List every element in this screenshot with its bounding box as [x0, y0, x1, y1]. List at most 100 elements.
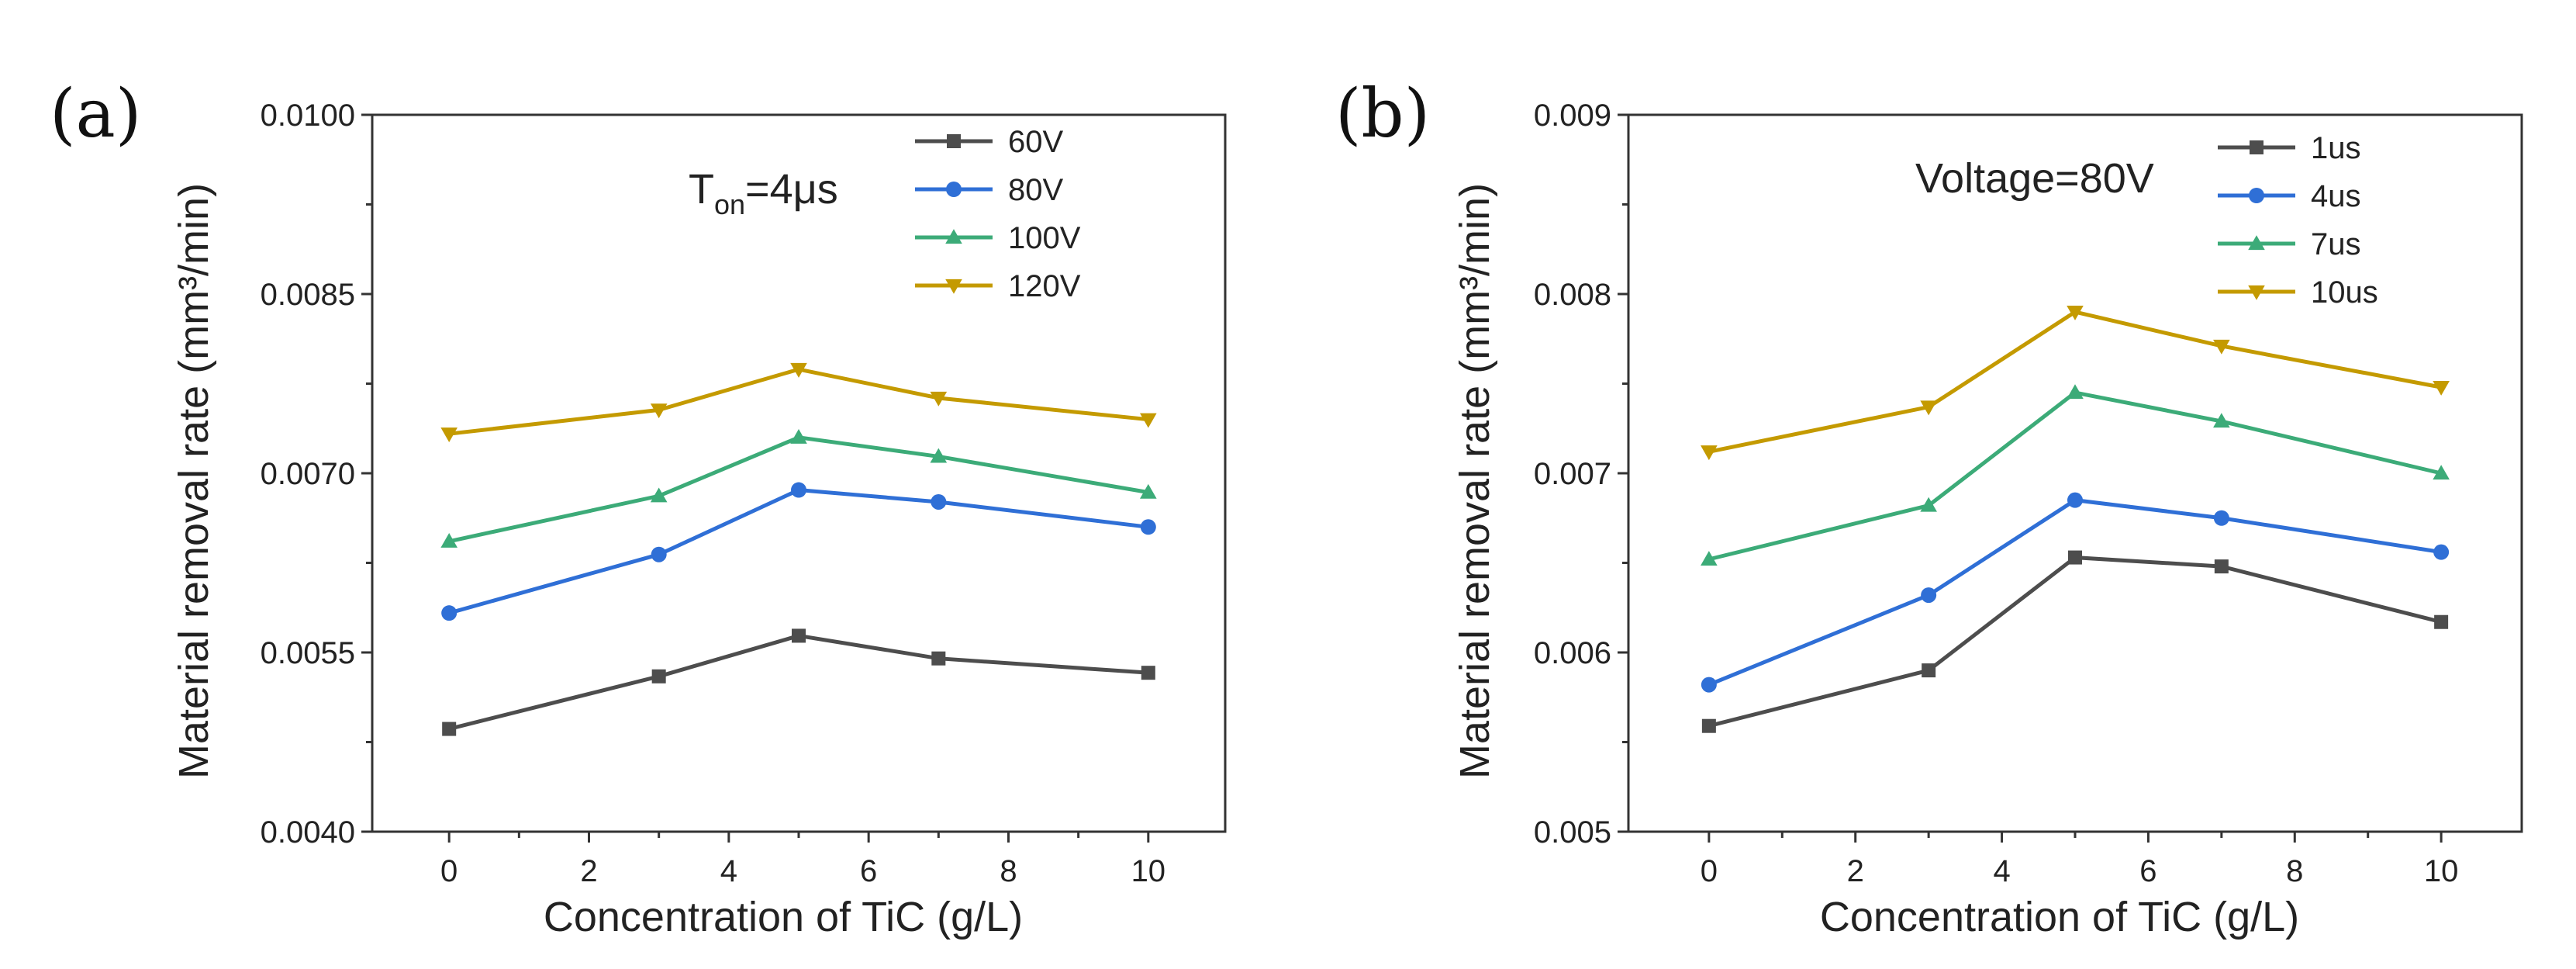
- y-tick-label: 0.006: [1534, 636, 1611, 670]
- data-point: [1140, 413, 1157, 428]
- x-axis-title: Concentration of TiC (g/L): [1820, 894, 2299, 940]
- data-point: [1701, 718, 1716, 733]
- data-point: [930, 448, 948, 463]
- legend-marker: [2248, 235, 2265, 251]
- legend-marker: [2250, 140, 2263, 154]
- legend-item: 4us: [2218, 179, 2361, 213]
- series-7us: [1701, 384, 2450, 566]
- data-point: [2433, 465, 2450, 480]
- y-tick-label: 0.0055: [261, 636, 355, 670]
- x-tick-label: 2: [580, 854, 597, 888]
- legend-item: 60V: [915, 125, 1063, 159]
- x-axis-title: Concentration of TiC (g/L): [544, 894, 1023, 940]
- data-point: [791, 482, 806, 498]
- series-4us: [1701, 492, 2450, 693]
- y-tick-label: 0.0085: [261, 278, 355, 312]
- data-point: [2067, 384, 2084, 400]
- legend-label: 7us: [2311, 227, 2361, 261]
- data-point: [650, 487, 668, 503]
- data-point: [650, 403, 668, 419]
- x-tick-label: 8: [2286, 854, 2303, 888]
- series-80V: [441, 482, 1156, 621]
- y-axis-title: Material removal rate (mm³/min): [171, 183, 217, 779]
- series-60V: [442, 628, 1155, 736]
- legend-label: 1us: [2311, 131, 2361, 165]
- x-tick-label: 6: [2139, 854, 2156, 888]
- data-point: [2214, 559, 2229, 574]
- x-tick-label: 6: [860, 854, 877, 888]
- y-tick-label: 0.0070: [261, 457, 355, 491]
- y-tick-label: 0.005: [1534, 815, 1611, 850]
- data-point: [931, 651, 946, 666]
- data-point: [930, 391, 948, 407]
- legend-marker: [2249, 188, 2264, 203]
- condition-annotation: Voltage=80V: [1915, 155, 2154, 202]
- series-1us: [1701, 550, 2449, 733]
- data-point: [2067, 306, 2084, 320]
- legend-label: 10us: [2311, 275, 2378, 310]
- legend-item: 120V: [915, 269, 1081, 303]
- x-tick-label: 8: [1000, 854, 1017, 888]
- series-100V: [440, 429, 1157, 548]
- data-point: [2068, 550, 2082, 565]
- legend-label: 100V: [1008, 221, 1081, 255]
- data-point: [1701, 677, 1717, 693]
- data-point: [1701, 551, 1718, 566]
- x-tick-label: 0: [1701, 854, 1718, 888]
- data-point: [1140, 483, 1157, 499]
- data-point: [2433, 381, 2450, 396]
- y-tick-label: 0.0040: [261, 815, 355, 850]
- legend-marker: [945, 229, 962, 244]
- data-point: [1922, 663, 1936, 678]
- x-tick-label: 10: [1131, 854, 1166, 888]
- legend-label: 120V: [1008, 269, 1081, 303]
- data-point: [2434, 614, 2449, 629]
- panel-label: (b): [1335, 75, 1430, 153]
- chart-panel-b: (b) 0.005 0.006 0.007 0.008 0.009 0 2 4 6 8 10 Conce…: [1335, 75, 2523, 940]
- legend-marker: [947, 134, 961, 148]
- y-tick-label: 0.0100: [261, 99, 355, 133]
- y-tick-label: 0.007: [1534, 457, 1611, 491]
- legend-item: 100V: [915, 221, 1081, 255]
- legend-item: 7us: [2218, 227, 2361, 261]
- data-point: [1701, 445, 1718, 461]
- legend-label: 80V: [1008, 173, 1063, 207]
- data-point: [2213, 510, 2229, 526]
- panel-label: (a): [50, 75, 141, 153]
- legend-marker: [2248, 285, 2265, 300]
- data-point: [792, 628, 806, 643]
- data-point: [651, 669, 666, 683]
- data-point: [440, 532, 458, 548]
- x-tick-label: 10: [2424, 854, 2459, 888]
- series-120V: [440, 362, 1157, 442]
- data-point: [651, 546, 667, 562]
- y-tick-label: 0.009: [1534, 99, 1611, 133]
- data-point: [1140, 519, 1156, 535]
- data-point: [2433, 544, 2450, 560]
- series-10us: [1701, 306, 2450, 461]
- condition-annotation: Ton=4μs: [689, 166, 838, 220]
- data-point: [442, 722, 457, 736]
- legend-item: 80V: [915, 173, 1063, 207]
- data-point: [790, 362, 807, 378]
- data-point: [2213, 413, 2230, 428]
- data-point: [931, 493, 947, 510]
- legend-marker: [945, 279, 962, 294]
- legend-label: 4us: [2311, 179, 2361, 213]
- x-tick-label: 0: [440, 854, 458, 888]
- legend-label: 60V: [1008, 125, 1063, 159]
- chart-panel-a: (a) 0.0040 0.0055 0.0070 0.0085 0.0100 0 2 4 6 8 10…: [50, 75, 1227, 940]
- data-point: [441, 605, 458, 621]
- legend-item: 1us: [2218, 131, 2361, 165]
- x-tick-label: 4: [720, 854, 737, 888]
- data-point: [440, 427, 458, 442]
- data-point: [2067, 492, 2083, 508]
- y-tick-label: 0.008: [1534, 278, 1611, 312]
- y-axis-title: Material removal rate (mm³/min): [1452, 183, 1498, 779]
- data-point: [790, 429, 807, 444]
- data-point: [1920, 497, 1937, 512]
- data-point: [2213, 339, 2230, 355]
- x-tick-label: 4: [1993, 854, 2010, 888]
- x-tick-label: 2: [1847, 854, 1864, 888]
